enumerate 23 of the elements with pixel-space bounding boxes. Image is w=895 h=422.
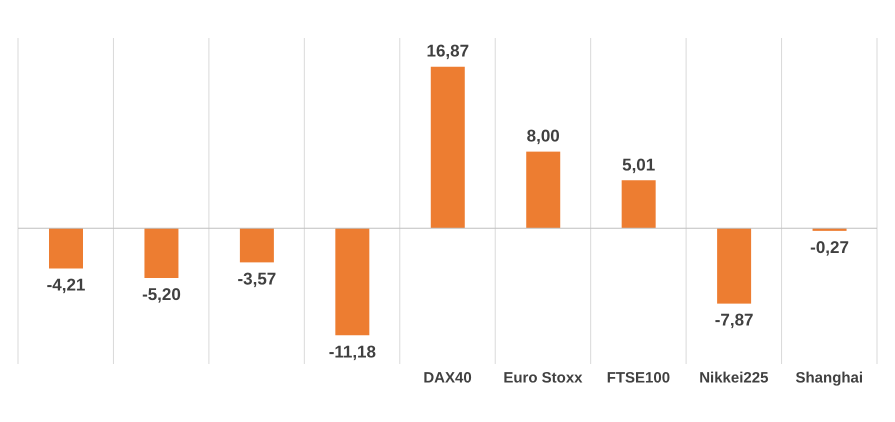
bar [622, 180, 656, 228]
x-tick-label: Nikkei225 [699, 370, 768, 387]
x-tick-label: FTSE100 [606, 370, 670, 387]
bar [335, 228, 370, 336]
bar [49, 228, 83, 269]
bar [717, 228, 752, 304]
data-label: -11,18 [328, 342, 376, 362]
data-label: 16,87 [426, 42, 470, 61]
data-label: -4,21 [46, 276, 86, 295]
data-label: -0,27 [810, 238, 849, 257]
data-label: 8,00 [526, 126, 560, 146]
bar [144, 228, 178, 278]
bar [812, 228, 847, 231]
bar [240, 228, 274, 262]
data-label: 5,01 [622, 155, 656, 174]
bar [430, 66, 465, 228]
x-tick-label: Euro Stoxx [503, 370, 584, 387]
x-tick-label: DAX40 [423, 370, 472, 387]
data-label: -5,20 [142, 285, 181, 304]
x-tick-label: Shanghai [796, 370, 864, 387]
data-label: -3,57 [238, 269, 276, 288]
data-label: -7,87 [714, 310, 754, 330]
bar [526, 152, 560, 228]
